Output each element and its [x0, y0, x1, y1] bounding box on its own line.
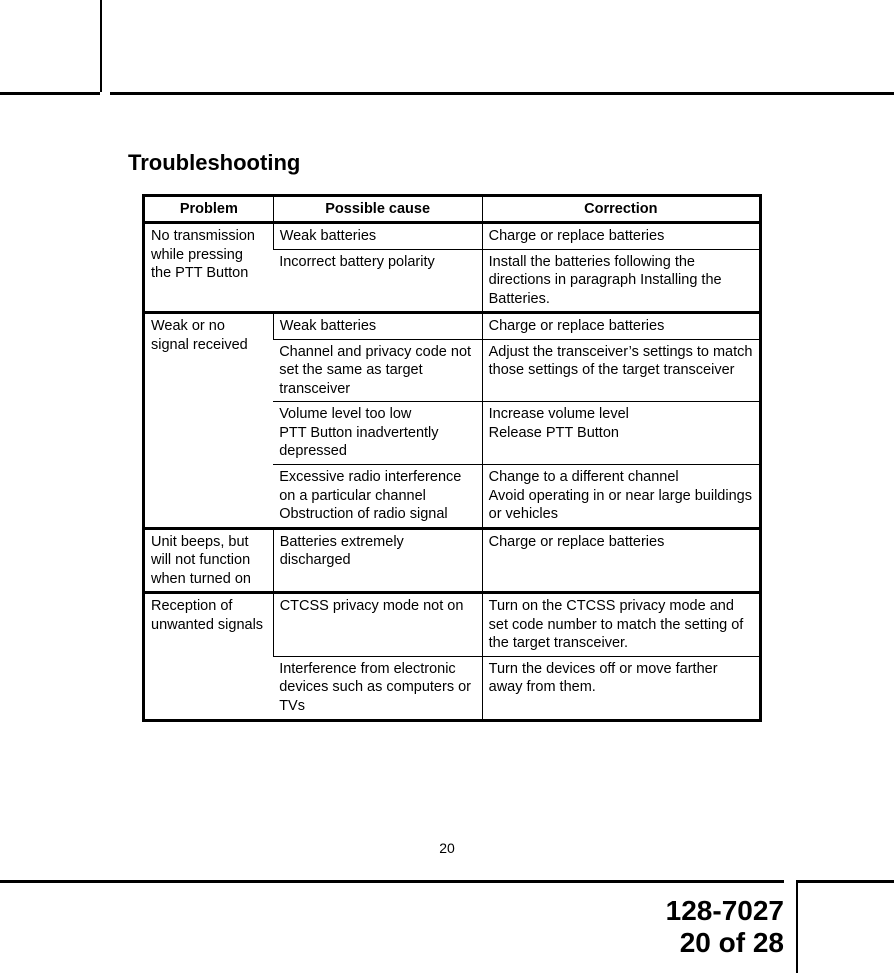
crop-mark-vertical-top [100, 0, 102, 92]
table-cell: Weak batteries [273, 313, 482, 340]
document-id-line2: 20 of 28 [666, 927, 784, 959]
table-cell: Charge or replace batteries [482, 528, 760, 593]
table-row: Weak or no signal receivedWeak batteries… [144, 313, 761, 340]
crop-mark-vertical-bottom [796, 880, 798, 973]
table-row: No transmission while pressing the PTT B… [144, 223, 761, 250]
table-cell: Turn on the CTCSS privacy mode and set c… [482, 593, 760, 657]
table-row: Reception of unwanted signalsCTCSS priva… [144, 593, 761, 657]
section-title: Troubleshooting [128, 150, 768, 176]
crop-mark-horizontal-bottom-right [798, 880, 894, 883]
document-id-line1: 128-7027 [666, 895, 784, 927]
table-cell: Unit beeps, but will not function when t… [144, 528, 274, 593]
troubleshooting-table: Problem Possible cause Correction No tra… [142, 194, 762, 722]
table-cell: CTCSS privacy mode not on [273, 593, 482, 657]
header-cause: Possible cause [273, 196, 482, 223]
table-header-row: Problem Possible cause Correction [144, 196, 761, 223]
table-cell: Charge or replace batteries [482, 223, 760, 250]
table-cell: Adjust the transceiver’s settings to mat… [482, 339, 760, 402]
table-cell: No transmission while pressing the PTT B… [144, 223, 274, 313]
table-cell: Interference from electronic devices suc… [273, 656, 482, 720]
table-cell: Weak or no signal received [144, 313, 274, 528]
crop-mark-horizontal-bottom-left [0, 880, 784, 883]
page-number: 20 [0, 840, 894, 856]
table-cell: Batteries extremely discharged [273, 528, 482, 593]
table-cell: Incorrect battery polarity [273, 249, 482, 313]
content-area: Troubleshooting Problem Possible cause C… [128, 150, 768, 722]
header-problem: Problem [144, 196, 274, 223]
header-correction: Correction [482, 196, 760, 223]
crop-mark-horizontal-top-right [110, 92, 894, 95]
table-cell: Install the batteries following the dire… [482, 249, 760, 313]
manual-page: Troubleshooting Problem Possible cause C… [0, 0, 894, 973]
document-id: 128-7027 20 of 28 [666, 895, 784, 959]
table-row: Unit beeps, but will not function when t… [144, 528, 761, 593]
table-cell: Charge or replace batteries [482, 313, 760, 340]
crop-mark-horizontal-top-left [0, 92, 100, 95]
table-cell: Weak batteries [273, 223, 482, 250]
table-cell: Channel and privacy code not set the sam… [273, 339, 482, 402]
table-cell: Excessive radio interference on a partic… [273, 465, 482, 529]
table-cell: Reception of unwanted signals [144, 593, 274, 720]
table-cell: Turn the devices off or move farther awa… [482, 656, 760, 720]
table-cell: Increase volume levelRelease PTT Button [482, 402, 760, 465]
table-cell: Change to a different channelAvoid opera… [482, 465, 760, 529]
table-cell: Volume level too lowPTT Button inadverte… [273, 402, 482, 465]
table-body: No transmission while pressing the PTT B… [144, 223, 761, 721]
